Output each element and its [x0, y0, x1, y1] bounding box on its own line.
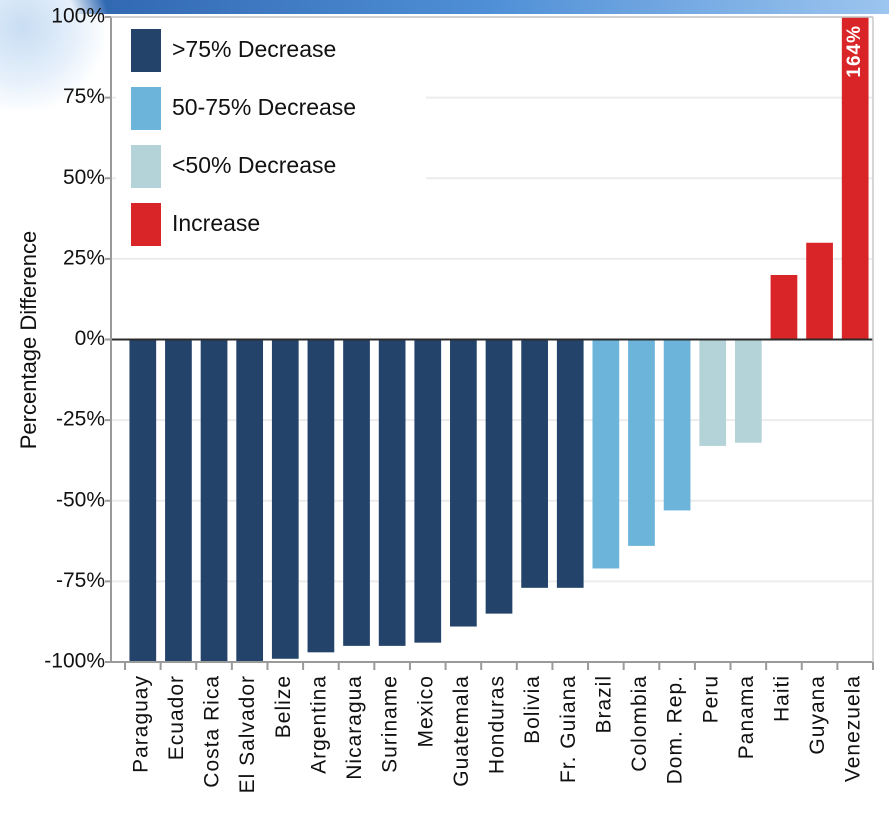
x-tick-labels: Paraguay Ecuador Costa Rica El Salvador Beli… — [129, 675, 864, 793]
legend-swatch — [131, 87, 161, 130]
bar — [485, 339, 513, 614]
bar — [628, 339, 655, 546]
corner-decoration — [0, 0, 110, 110]
x-tick-label: Ecuador — [165, 675, 188, 760]
legend: >75% Decrease 50-75% Decrease <50% Decreas… — [116, 20, 426, 252]
bar — [699, 339, 727, 446]
x-tick-label: Guatemala — [450, 675, 473, 787]
x-tick-label: Argentina — [307, 675, 330, 774]
bar — [271, 339, 299, 659]
bar — [343, 339, 370, 646]
x-tick-label: Panama — [735, 675, 758, 759]
axes — [105, 16, 874, 670]
legend-label: >75% Decrease — [172, 36, 336, 62]
y-tick-label: 0% — [75, 327, 105, 350]
x-tick-label: Belize — [272, 675, 295, 738]
y-tick-label: 50% — [63, 166, 105, 189]
x-tick-label: Venezuela — [842, 675, 865, 782]
y-tick-label: -75% — [56, 569, 105, 592]
y-tick-label: -50% — [56, 488, 105, 511]
x-tick-label: Peru — [699, 675, 722, 723]
bar — [734, 339, 762, 443]
x-tick-label: Dom. Rep. — [664, 675, 687, 784]
y-tick-labels: 100% 75% 50% 25% 0% -25% -50% -75% -100% — [44, 5, 105, 673]
x-tick-label: El Salvador — [236, 675, 259, 793]
bar — [236, 339, 264, 662]
x-tick-label: Guyana — [806, 675, 829, 755]
header-band — [0, 0, 889, 14]
legend-swatch — [131, 29, 161, 72]
bar — [770, 275, 798, 340]
legend-label: Increase — [172, 210, 260, 236]
x-tick-label: Colombia — [628, 675, 651, 772]
bar — [129, 339, 157, 662]
x-tick-label: Suriname — [379, 675, 402, 773]
x-tick-label: Haiti — [770, 675, 793, 722]
y-tick-label: 25% — [63, 246, 105, 269]
bar — [806, 242, 833, 340]
legend-label: <50% Decrease — [172, 152, 336, 178]
legend-swatch — [131, 203, 161, 246]
bar — [165, 339, 192, 662]
y-axis-label: Percentage Difference — [16, 231, 41, 450]
legend-box — [116, 20, 426, 252]
bar — [307, 339, 335, 653]
bar — [414, 339, 442, 643]
legend-swatch — [131, 145, 161, 188]
bar — [378, 339, 406, 646]
x-tick-label: Paraguay — [129, 675, 152, 773]
y-tick-label: -25% — [56, 408, 105, 431]
bar — [450, 339, 477, 627]
bar — [200, 339, 228, 662]
bars — [129, 17, 869, 662]
bar — [841, 17, 869, 340]
data-label: 164% — [844, 25, 865, 78]
bar — [556, 339, 584, 588]
y-tick-label: 100% — [51, 5, 105, 28]
x-tick-label: Fr. Guiana — [557, 675, 580, 783]
x-tick-label: Mexico — [414, 675, 437, 748]
legend-label: 50-75% Decrease — [172, 94, 356, 120]
bar — [592, 339, 620, 569]
x-tick-label: Costa Rica — [201, 675, 224, 788]
y-tick-label: -100% — [44, 650, 105, 673]
bar — [521, 339, 548, 588]
bar — [663, 339, 691, 511]
y-tick-label: 75% — [63, 85, 105, 108]
x-tick-label: Nicaragua — [343, 675, 366, 780]
data-labels: 164% — [844, 25, 865, 78]
x-tick-label: Brazil — [592, 675, 615, 734]
x-tick-label: Honduras — [486, 675, 509, 774]
x-tick-label: Bolivia — [521, 675, 544, 744]
